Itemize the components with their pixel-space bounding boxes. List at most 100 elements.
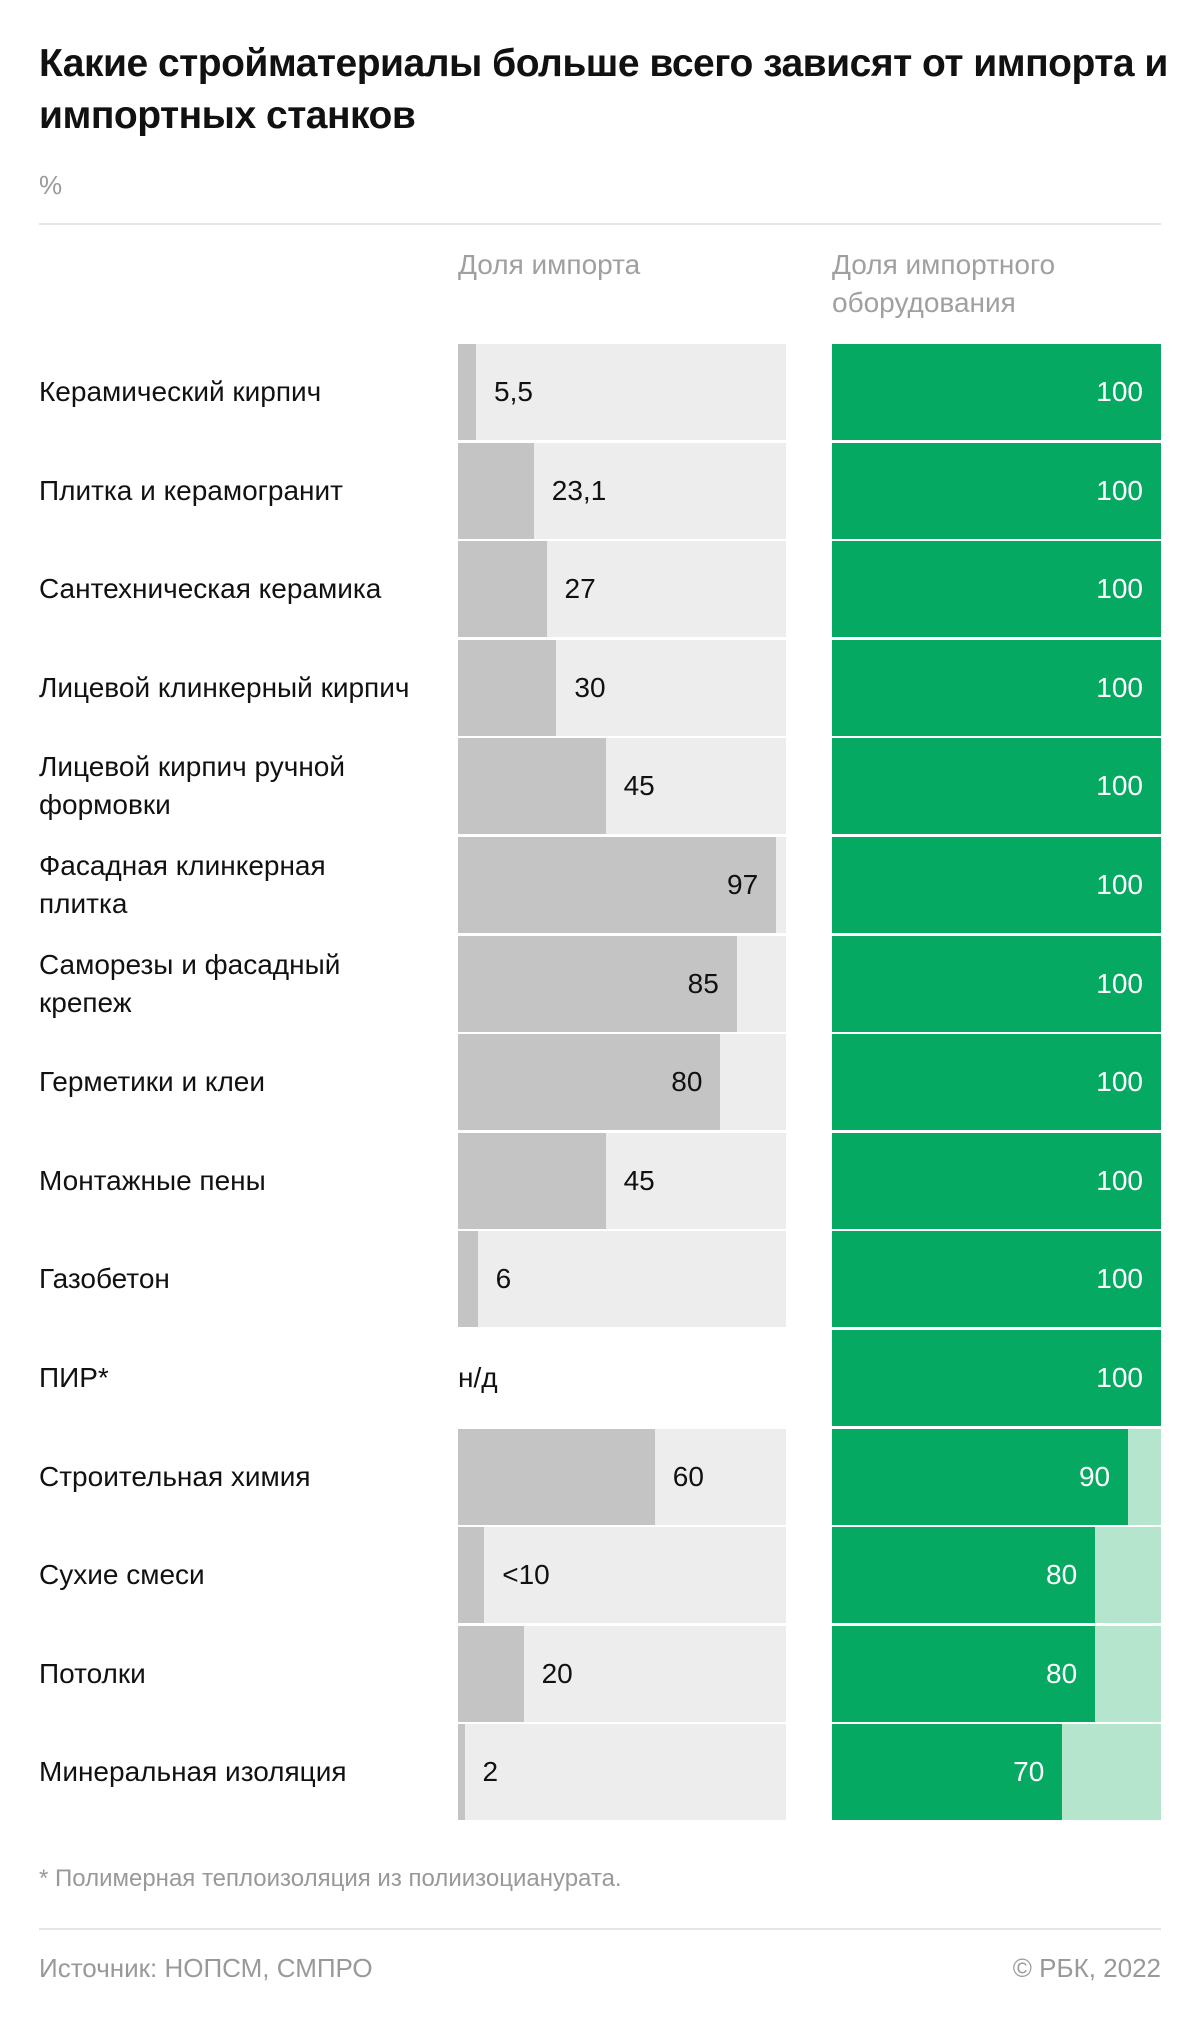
equipment-value-label: 100 [1096,1164,1143,1196]
category-text: Керамический кирпич [39,376,322,407]
equipment-bar-track: 90 [832,1428,1161,1525]
import-bar [458,837,777,933]
category-label: Саморезы и фасадный крепеж [39,936,419,1032]
equipment-bar-track: 100 [832,1132,1161,1229]
category-label: Плитка и керамогранит [39,443,419,539]
category-label: Потолки [39,1626,419,1722]
import-value-label: 6 [495,1263,512,1295]
equipment-bar [832,1428,1129,1525]
equipment-bar [832,837,1161,933]
equipment-value-label: 100 [1096,671,1143,703]
equipment-value-label: 80 [1046,1559,1078,1591]
category-label: Строительная химия [39,1429,419,1525]
import-bar [458,541,547,638]
import-bar [458,935,737,1032]
equipment-value-label: 100 [1096,573,1143,605]
category-label: Лицевой кирпич ручной формовки [39,738,419,834]
table-row: Лицевой клинкерный кирпич 30 100 [0,639,1200,736]
import-bar [458,1034,721,1131]
import-value-label: н/д [458,1362,498,1393]
import-bar [458,1527,485,1624]
equipment-value-label: 100 [1096,1362,1143,1393]
equipment-value-label: 70 [1013,1756,1045,1788]
category-text: Лицевой клинкерный кирпич [39,671,410,703]
equipment-bar [832,1034,1161,1131]
table-row: Саморезы и фасадный крепеж 85 100 [0,935,1200,1032]
table-row: Плитка и керамогранит 23,1 100 [0,442,1200,539]
import-value-label: 2 [482,1756,499,1788]
table-row: Лицевой кирпич ручной формовки 45 100 [0,738,1200,835]
import-bar-track: 6 [458,1231,786,1328]
equipment-value-label: 100 [1096,376,1143,407]
import-value-label: <10 [502,1559,550,1591]
import-value-label: 20 [541,1657,573,1689]
equipment-bar-track: 80 [832,1625,1161,1722]
category-text: Саморезы и фасадный крепеж [39,948,341,1018]
equipment-bar [832,935,1161,1032]
category-label: Герметики и клеи [39,1034,419,1130]
import-value-label: 45 [623,1164,655,1196]
import-bar-track: 60 [458,1428,786,1525]
divider [39,223,1161,225]
import-bar-track: 30 [458,639,786,736]
chart-title: Какие стройматериалы больше всего завися… [39,42,1168,137]
category-text: ПИР* [39,1362,109,1393]
import-bar-track: 2 [458,1724,786,1821]
footnote: * Полимерная теплоизоляция из полиизоциа… [39,1865,622,1892]
table-row: Газобетон 6 100 [0,1231,1200,1328]
category-text: Строительная химия [39,1460,311,1492]
import-value-label: 30 [574,671,606,703]
equipment-bar-track: 100 [832,344,1161,440]
equipment-bar [832,1625,1096,1722]
import-bar [458,1132,606,1229]
equipment-bar-track: 100 [832,639,1161,736]
equipment-value-label: 90 [1078,1460,1111,1492]
category-text: Сухие смеси [39,1559,205,1591]
import-value-label: 45 [623,770,655,802]
equipment-bar-track: 100 [832,442,1161,539]
equipment-bar [832,442,1161,539]
equipment-bar [832,1132,1161,1229]
equipment-bar-track: 100 [832,1231,1161,1328]
category-label: Газобетон [39,1231,419,1327]
equipment-bar-track: 70 [832,1724,1161,1821]
equipment-value-label: 100 [1096,869,1143,900]
unit-label: % [39,170,63,200]
equipment-value-label: 100 [1096,1066,1143,1098]
equipment-value-label: 100 [1096,474,1143,506]
category-text: Лицевой кирпич ручной формовки [39,751,346,821]
category-text: Герметики и клеи [39,1066,265,1098]
import-bar [458,1231,478,1328]
import-bar-track: 27 [458,541,786,638]
table-row: Потолки 20 80 [0,1625,1200,1722]
equipment-bar-track: 100 [832,837,1161,933]
import-bar-track: <10 [458,1527,786,1624]
import-bar-track: 5,5 [458,344,786,440]
equipment-bar [832,541,1161,638]
table-row: Сантехническая керамика 27 100 [0,541,1200,638]
equipment-bar-track: 100 [832,1034,1161,1131]
category-text: Газобетон [39,1263,170,1295]
column-header-equipment: Доля импортного оборудования [832,249,1056,318]
category-label: Сухие смеси [39,1527,419,1623]
category-label: Минеральная изоляция [39,1724,419,1820]
import-value-label: 60 [672,1460,704,1492]
category-text: Фасадная клинкерная плитка [39,850,326,919]
equipment-bar-track: 80 [832,1527,1161,1624]
import-bar [458,738,606,835]
import-bar [458,1428,655,1525]
category-label: Фасадная клинкерная плитка [39,837,419,933]
category-label: Монтажные пены [39,1133,419,1229]
import-bar-track: 80 [458,1034,786,1131]
copyright: © РБК, 2022 [1012,1953,1161,1983]
import-bar-track: 20 [458,1625,786,1722]
import-bar-track: 97 [458,837,786,933]
table-row: Герметики и клеи 80 100 [0,1034,1200,1131]
table-row: Строительная химия 60 90 [0,1428,1200,1525]
category-text: Потолки [39,1657,146,1689]
import-value-label: 23,1 [551,474,607,506]
import-bar-track: 23,1 [458,442,786,539]
column-header-import: Доля импорта [458,249,641,280]
import-bar-track: 45 [458,738,786,835]
equipment-bar [832,1330,1161,1426]
